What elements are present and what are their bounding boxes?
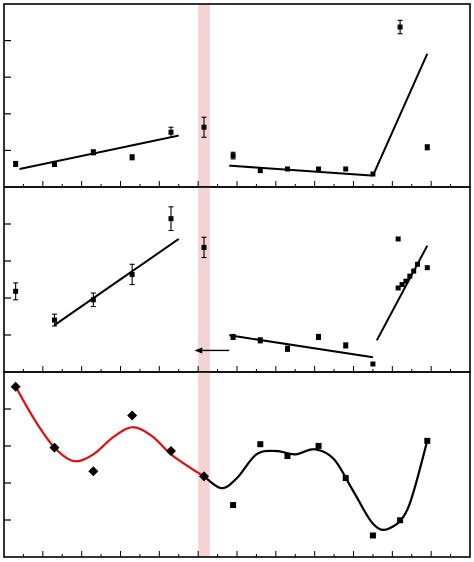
data-point — [13, 161, 19, 167]
data-point — [343, 342, 349, 348]
curve-red — [14, 386, 205, 478]
fit-line — [53, 238, 180, 326]
data-point — [230, 153, 236, 159]
data-point — [424, 265, 430, 271]
fit-line — [375, 245, 429, 341]
data-point-square — [397, 517, 404, 524]
data-point-diamond — [49, 442, 60, 453]
fit-line — [229, 334, 374, 359]
shaded-band — [198, 187, 210, 372]
panel-bottom — [3, 371, 471, 558]
data-point — [395, 236, 401, 242]
data-point — [411, 268, 417, 274]
panel-middle — [3, 186, 471, 373]
data-point-square — [257, 441, 264, 448]
data-point — [284, 346, 290, 352]
data-point-square — [315, 442, 322, 449]
data-point — [168, 216, 174, 222]
data-point — [230, 334, 236, 340]
data-point — [399, 282, 405, 288]
data-point-square — [230, 502, 237, 509]
data-point — [51, 161, 57, 167]
data-point — [90, 149, 96, 155]
data-point-diamond — [198, 471, 209, 482]
data-point — [415, 261, 421, 267]
data-point — [201, 124, 207, 130]
panel-top — [3, 3, 471, 188]
data-point-square — [369, 532, 376, 539]
data-point — [370, 361, 376, 367]
data-point — [403, 278, 409, 284]
data-point — [407, 273, 413, 279]
data-point — [201, 244, 207, 250]
data-point — [90, 297, 96, 303]
data-point — [316, 334, 322, 340]
data-point-diamond — [88, 466, 99, 477]
data-point-square — [424, 437, 431, 444]
data-point — [424, 144, 430, 150]
data-point — [51, 317, 57, 323]
data-point — [13, 288, 19, 294]
fit-line — [19, 134, 179, 170]
data-point — [395, 285, 401, 291]
data-point — [343, 166, 349, 172]
data-point — [129, 271, 135, 277]
data-point — [257, 337, 263, 343]
data-point-square — [284, 453, 291, 460]
data-point — [284, 166, 290, 172]
data-point — [168, 129, 174, 135]
shaded-band — [198, 4, 210, 187]
data-point-diamond — [10, 381, 21, 392]
arrow-head — [194, 347, 203, 354]
panel-frame — [3, 371, 471, 558]
data-point — [370, 171, 376, 177]
panel-frame — [3, 186, 471, 373]
data-point-square — [342, 475, 349, 482]
data-point-diamond — [127, 410, 138, 421]
fit-line — [229, 164, 373, 177]
curve-black — [203, 440, 429, 531]
data-point-diamond — [165, 445, 176, 456]
data-point — [129, 154, 135, 160]
data-point — [316, 166, 322, 172]
shaded-band — [198, 372, 210, 557]
data-point — [397, 24, 403, 30]
data-point — [257, 168, 263, 174]
fit-line — [372, 53, 429, 177]
